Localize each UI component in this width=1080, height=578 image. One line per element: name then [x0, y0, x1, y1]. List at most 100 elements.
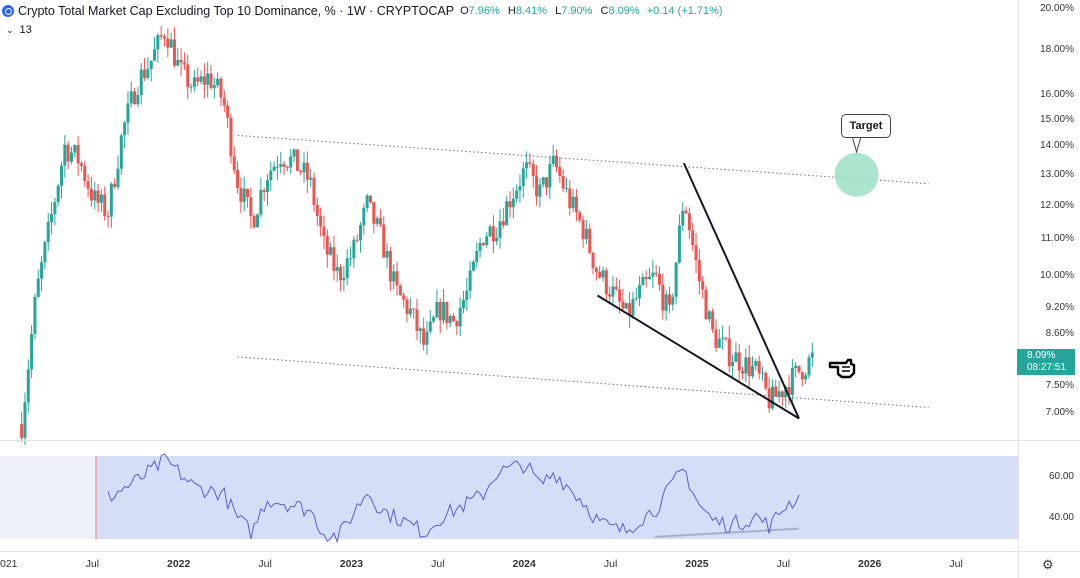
- price-axis-label: 7.50%: [1045, 380, 1074, 392]
- candle-body: [442, 301, 446, 321]
- candle-body: [362, 208, 366, 226]
- time-axis-label: 2022: [167, 558, 191, 570]
- candle-body: [767, 388, 771, 409]
- candle-body: [488, 226, 492, 237]
- candle-body: [156, 35, 160, 50]
- candle-body: [438, 302, 442, 321]
- low-label: L: [555, 5, 562, 17]
- time-axis-label: Jul: [949, 558, 963, 570]
- candle-body: [458, 308, 462, 327]
- candle-body: [388, 250, 392, 282]
- candle-body: [312, 177, 316, 205]
- price-axis-label: 20.00%: [1040, 3, 1074, 14]
- candle-body: [754, 361, 758, 366]
- candle-body: [598, 271, 602, 278]
- candle-body: [731, 361, 735, 367]
- candle-body: [770, 386, 774, 409]
- candle-body: [757, 361, 761, 374]
- price-axis-label: 18.00%: [1040, 43, 1074, 55]
- candle-body: [777, 391, 781, 397]
- candle-body: [631, 298, 635, 316]
- candle-body: [465, 290, 469, 301]
- time-axis-label: 2024: [512, 558, 536, 570]
- candle-body: [229, 117, 233, 157]
- candle-body: [691, 230, 695, 245]
- candle-body: [581, 219, 585, 240]
- cryptocap-logo-icon: [2, 5, 14, 17]
- gear-icon[interactable]: ⚙: [1042, 557, 1054, 572]
- candle-body: [342, 277, 346, 281]
- low-value: 7.90%: [561, 5, 593, 17]
- candle-body: [265, 180, 269, 193]
- open-value: 7.96%: [468, 5, 500, 17]
- candle-body: [319, 216, 323, 227]
- candle-body: [475, 251, 479, 262]
- time-axis-label: 2026: [858, 558, 882, 570]
- candle-body: [810, 352, 814, 358]
- candle-body: [714, 329, 718, 348]
- candle-body: [664, 294, 668, 311]
- candle-body: [594, 268, 598, 272]
- candle-body: [724, 337, 728, 339]
- candle-body: [236, 170, 240, 188]
- candle-body: [368, 195, 372, 203]
- candle-body: [677, 225, 681, 263]
- indicator-legend[interactable]: ⌄ 13: [6, 24, 32, 36]
- candle-body: [468, 270, 472, 291]
- candle-body: [242, 188, 246, 202]
- candle-body: [69, 152, 73, 162]
- candle-body: [40, 262, 44, 279]
- candle-body: [99, 194, 103, 203]
- candle-body: [455, 321, 459, 327]
- candle-body: [26, 369, 30, 403]
- candle-body: [535, 176, 539, 197]
- candle-body: [671, 296, 675, 305]
- candle-body: [63, 144, 67, 166]
- candle-body: [498, 221, 502, 238]
- wedge-line: [682, 162, 800, 419]
- candle-body: [495, 237, 499, 242]
- candle-body: [56, 185, 60, 203]
- candle-body: [794, 365, 798, 368]
- candle-body: [764, 372, 768, 389]
- candle-body: [272, 166, 276, 171]
- price-axis-label: 8.60%: [1045, 327, 1074, 339]
- rsi-pane[interactable]: [0, 453, 1018, 544]
- candle-body: [46, 222, 50, 243]
- candle-body: [279, 164, 283, 167]
- candle-body: [262, 190, 266, 193]
- symbol-title[interactable]: Crypto Total Market Cap Excluding Top 10…: [18, 4, 455, 18]
- candle-body: [76, 145, 80, 164]
- candle-body: [727, 338, 731, 367]
- indicator-length: 13: [19, 24, 32, 36]
- candle-body: [657, 274, 661, 285]
- candle-body: [169, 39, 173, 48]
- candle-body: [452, 316, 456, 322]
- channel-line: [237, 356, 929, 409]
- candle-body: [382, 224, 386, 258]
- candle-body: [83, 165, 87, 182]
- candle-body: [555, 155, 559, 167]
- candle-body: [528, 162, 532, 164]
- candle-body: [644, 277, 648, 280]
- candle-body: [103, 194, 107, 216]
- price-pane[interactable]: [0, 0, 1018, 538]
- chevron-down-icon[interactable]: ⌄: [6, 24, 14, 35]
- candle-body: [418, 328, 422, 331]
- candle-body: [505, 201, 509, 226]
- candle-body: [43, 242, 47, 263]
- candle-body: [541, 177, 545, 185]
- price-axis-label: 14.00%: [1040, 140, 1074, 152]
- change-value: +0.14 (+1.71%): [646, 5, 723, 17]
- candle-body: [325, 235, 329, 255]
- candle-body: [189, 86, 193, 88]
- candle-body: [515, 190, 519, 199]
- candle-body: [628, 303, 632, 316]
- candle-body: [751, 365, 755, 377]
- candle-body: [232, 156, 236, 171]
- candle-body: [661, 284, 665, 311]
- time-axis-label: 2025: [685, 558, 709, 570]
- candles-layer: [20, 26, 814, 446]
- candle-body: [359, 225, 363, 241]
